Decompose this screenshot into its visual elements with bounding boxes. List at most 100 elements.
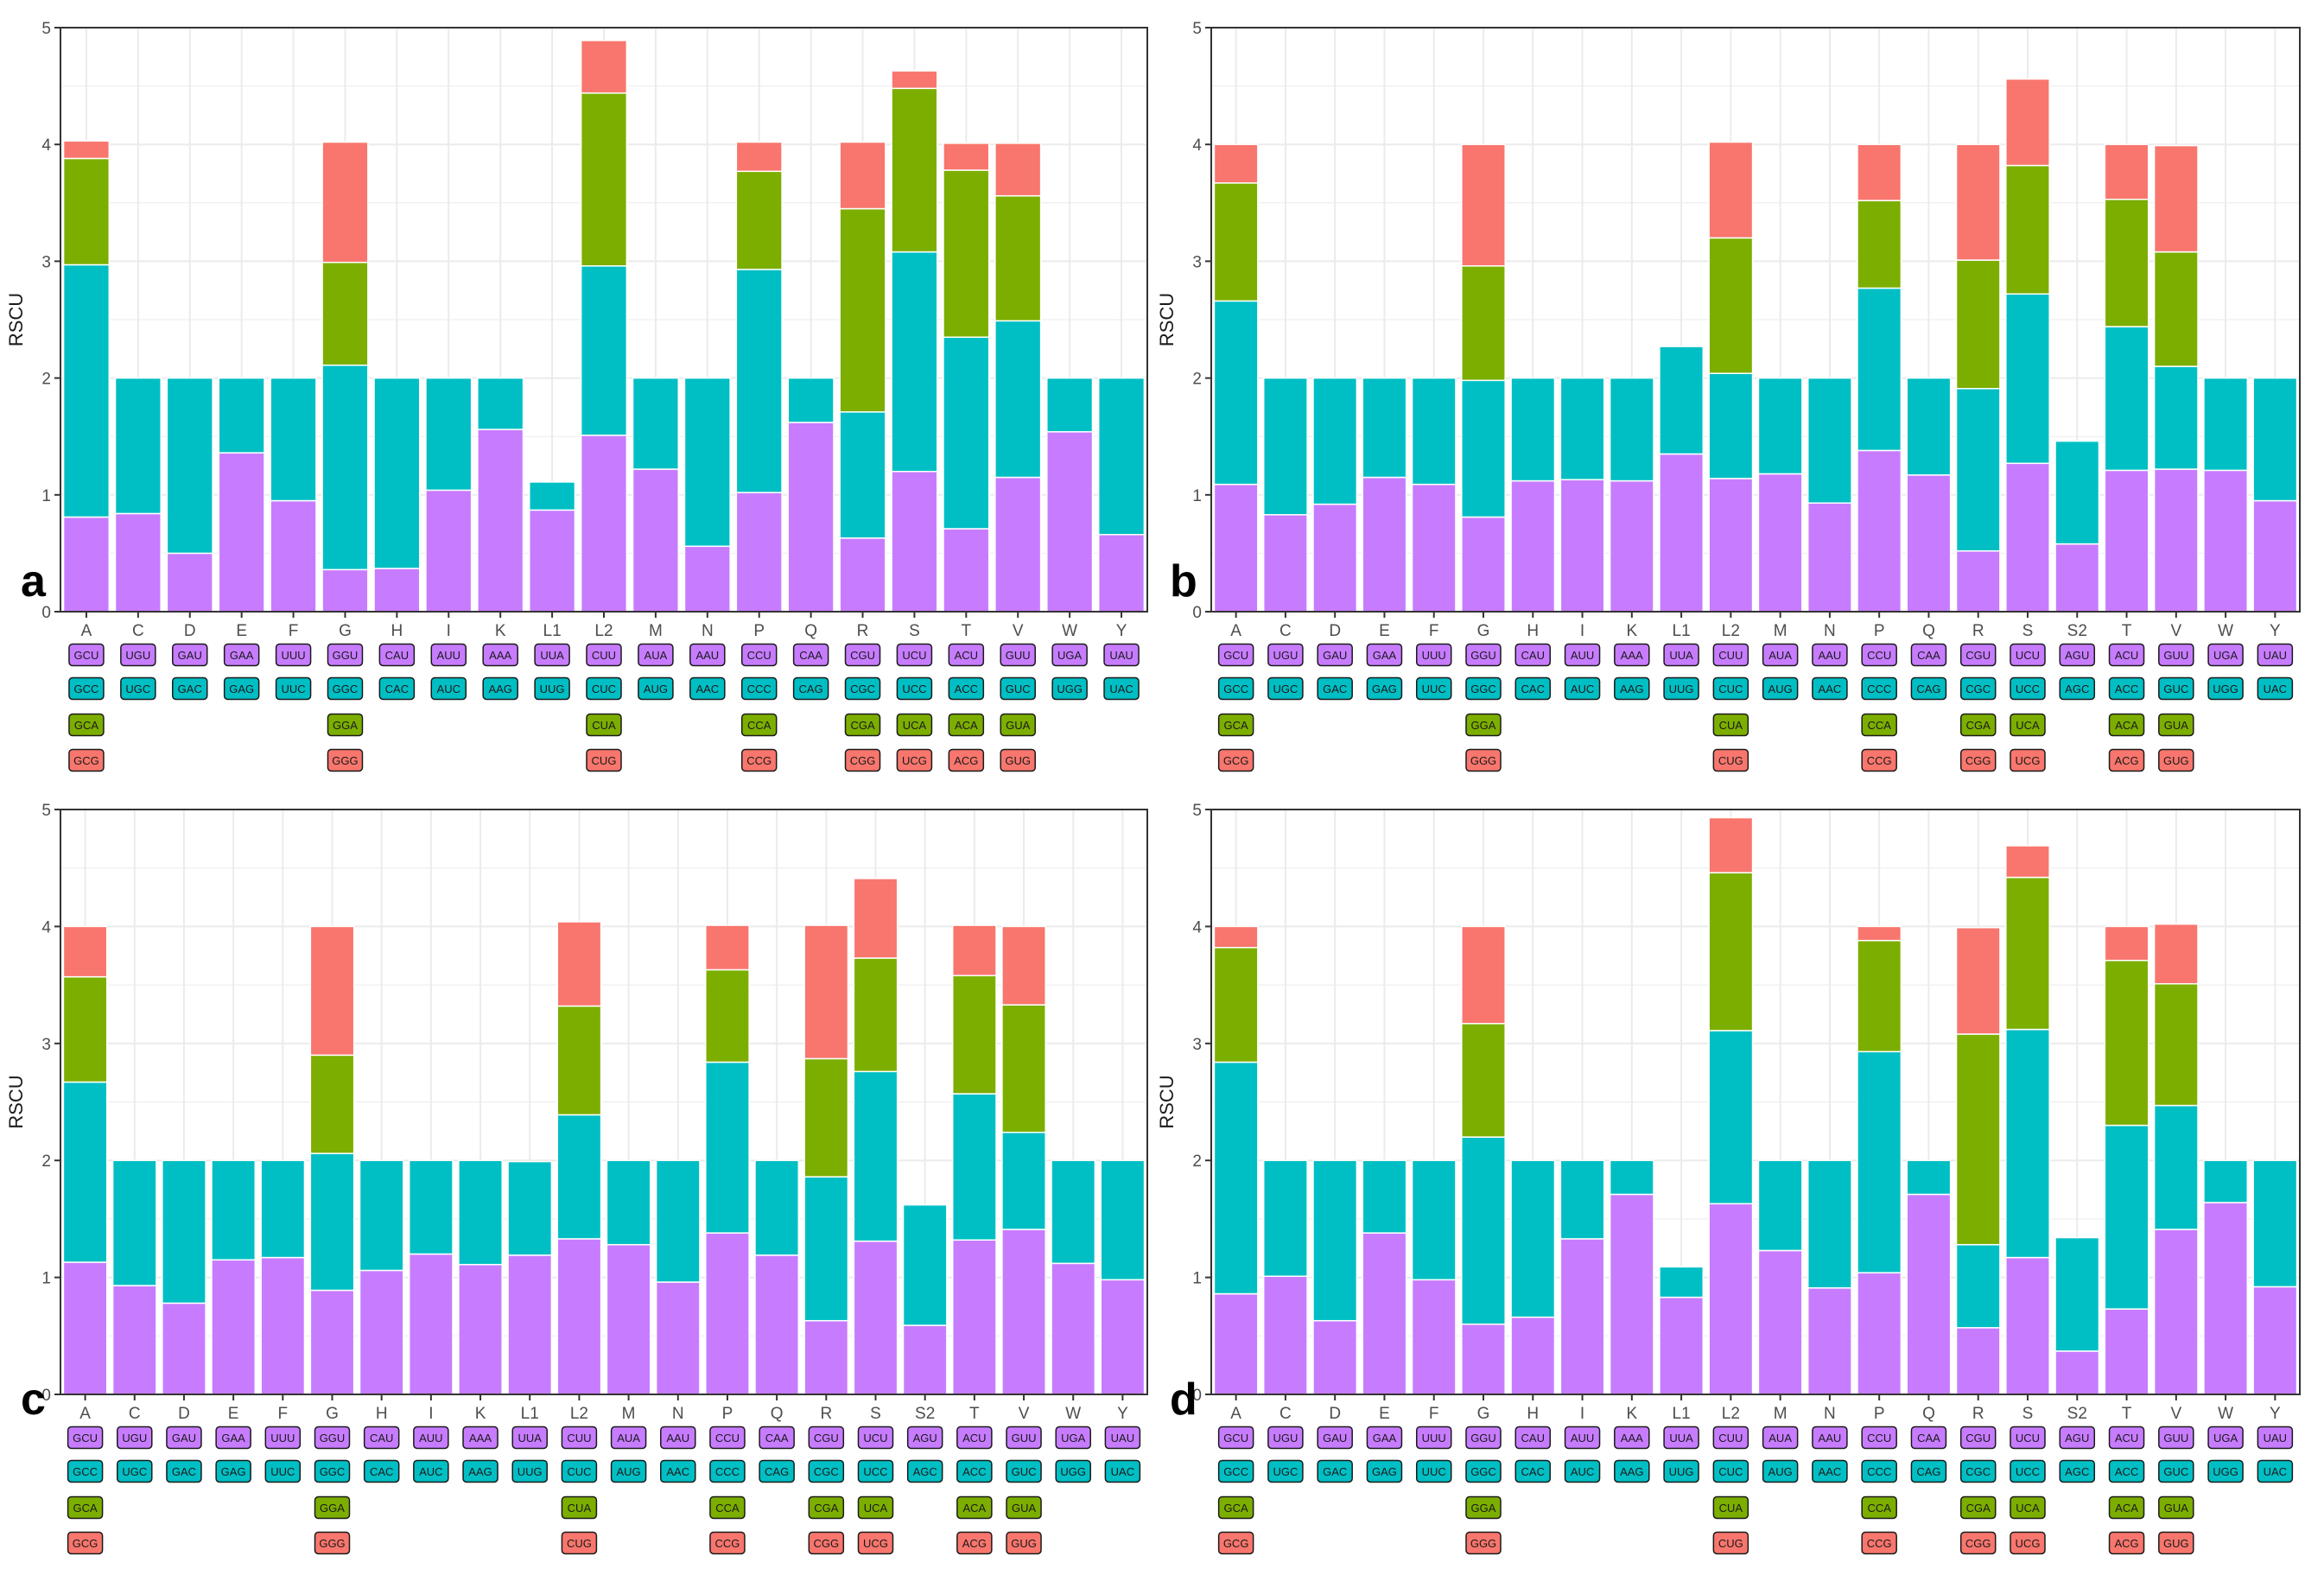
bar-R-codon3 bbox=[1955, 259, 2001, 390]
codon-label: GCC bbox=[73, 1465, 98, 1478]
codon-label: UGG bbox=[1057, 683, 1083, 695]
bar-T-codon4 bbox=[943, 143, 990, 171]
bar-I-codon1 bbox=[1559, 1238, 1605, 1395]
bar-R-codon3 bbox=[1955, 1033, 2001, 1246]
x-tick-label: K bbox=[495, 622, 506, 640]
codon-box bbox=[1712, 1495, 1749, 1520]
bar-K-codon1 bbox=[1609, 1193, 1654, 1395]
bar-W-codon1 bbox=[1046, 431, 1094, 613]
codon-label: GAC bbox=[172, 1465, 196, 1478]
codon-label: CGA bbox=[1966, 1502, 1991, 1514]
codon-box bbox=[792, 676, 829, 701]
codon-label: UUG bbox=[518, 1465, 543, 1478]
bar-F-codon1 bbox=[260, 1256, 306, 1395]
codon-box bbox=[1812, 676, 1848, 701]
bar-A-codon1 bbox=[62, 516, 111, 613]
codon-box bbox=[1006, 1531, 1042, 1555]
codon-label: GGA bbox=[320, 1502, 345, 1514]
x-tick-label: A bbox=[1230, 622, 1241, 640]
codon-box bbox=[172, 676, 208, 701]
codon-box bbox=[1614, 676, 1650, 701]
bar-I-codon2 bbox=[1559, 1159, 1605, 1240]
x-tick-label: M bbox=[649, 622, 663, 640]
x-tick-label: A bbox=[79, 1405, 91, 1423]
codon-box bbox=[1663, 1459, 1699, 1483]
panel-letter: a bbox=[21, 556, 47, 606]
codon-box bbox=[561, 1425, 598, 1450]
codon-box bbox=[314, 1425, 351, 1450]
codon-box bbox=[808, 1495, 845, 1520]
codon-box bbox=[534, 643, 570, 667]
y-axis-title: RSCU bbox=[5, 293, 27, 346]
codon-box bbox=[1317, 676, 1353, 701]
bar-Y-codon2 bbox=[1100, 1159, 1146, 1281]
codon-box bbox=[2108, 676, 2145, 701]
codon-label: CCG bbox=[1867, 754, 1892, 767]
codon-box bbox=[1217, 713, 1254, 737]
codon-label: GUA bbox=[1006, 719, 1031, 732]
y-tick-label: 3 bbox=[1192, 253, 1202, 271]
x-tick-label: M bbox=[1774, 1405, 1787, 1423]
bar-V-codon2 bbox=[1001, 1131, 1046, 1230]
codon-label: CGC bbox=[850, 683, 875, 695]
codon-label: UAU bbox=[2264, 649, 2287, 662]
bar-L2-codon2 bbox=[1708, 1030, 1754, 1205]
codon-box bbox=[638, 676, 674, 701]
bar-R-codon1 bbox=[1955, 549, 2001, 613]
codon-box bbox=[67, 1459, 104, 1483]
codon-label: UUC bbox=[270, 1465, 295, 1478]
codon-box bbox=[948, 676, 985, 701]
y-tick-label: 1 bbox=[41, 487, 51, 505]
codon-box bbox=[1564, 676, 1601, 701]
codon-label: UGG bbox=[2213, 1465, 2238, 1478]
x-tick-label: E bbox=[236, 622, 247, 640]
bar-H-codon1 bbox=[359, 1269, 404, 1395]
codon-box bbox=[1861, 1425, 1897, 1450]
codon-label: GAA bbox=[221, 1432, 245, 1444]
codon-box bbox=[314, 1531, 351, 1555]
y-tick-label: 5 bbox=[1192, 802, 1202, 820]
codon-box bbox=[1812, 1425, 1848, 1450]
bar-L1-codon2 bbox=[507, 1160, 553, 1256]
bar-N-codon2 bbox=[655, 1159, 701, 1283]
codon-box bbox=[2010, 713, 2046, 737]
x-tick-label: L1 bbox=[521, 1405, 539, 1423]
codon-box bbox=[948, 643, 985, 667]
bar-C-codon2 bbox=[111, 1159, 157, 1286]
x-tick-label: A bbox=[1230, 1405, 1241, 1423]
bar-L2-codon4 bbox=[1708, 141, 1754, 239]
bar-T-codon1 bbox=[951, 1239, 997, 1395]
y-tick-label: 5 bbox=[41, 802, 51, 820]
codon-label: UUC bbox=[281, 683, 305, 695]
bar-G-codon3 bbox=[1461, 1023, 1506, 1138]
x-tick-label: L2 bbox=[1722, 1405, 1740, 1423]
codon-label: CAU bbox=[370, 1432, 393, 1444]
bar-G-codon3 bbox=[309, 1054, 355, 1154]
bar-P-codon4 bbox=[735, 141, 783, 173]
codon-box bbox=[561, 1531, 598, 1555]
codon-box bbox=[462, 1425, 498, 1450]
bar-S-codon3 bbox=[891, 87, 938, 253]
codon-label: CGG bbox=[814, 1537, 840, 1550]
codon-box bbox=[1861, 1459, 1897, 1483]
x-tick-label: L2 bbox=[594, 622, 613, 640]
codon-label: GGA bbox=[1471, 719, 1496, 732]
x-tick-label: D bbox=[1329, 1405, 1341, 1423]
codon-label: UCA bbox=[2016, 1502, 2040, 1514]
bar-L1-codon1 bbox=[1659, 1296, 1705, 1395]
codon-box bbox=[1614, 1459, 1650, 1483]
bar-W-codon2 bbox=[1046, 377, 1094, 433]
bar-T-codon2 bbox=[2104, 326, 2149, 472]
codon-label: UCU bbox=[863, 1432, 887, 1444]
codon-box bbox=[1104, 1459, 1141, 1483]
codon-box bbox=[1465, 1425, 1502, 1450]
bar-V-codon1 bbox=[994, 476, 1042, 613]
codon-label: UCA bbox=[2016, 719, 2040, 732]
y-axis-title: RSCU bbox=[5, 1075, 27, 1128]
bar-P-codon1 bbox=[1857, 449, 1902, 613]
bar-N-codon1 bbox=[683, 545, 731, 613]
bar-D-codon2 bbox=[162, 1159, 206, 1305]
codon-box bbox=[660, 1425, 696, 1450]
codon-label: UGU bbox=[125, 649, 150, 662]
bar-R-codon4 bbox=[1955, 143, 2001, 261]
